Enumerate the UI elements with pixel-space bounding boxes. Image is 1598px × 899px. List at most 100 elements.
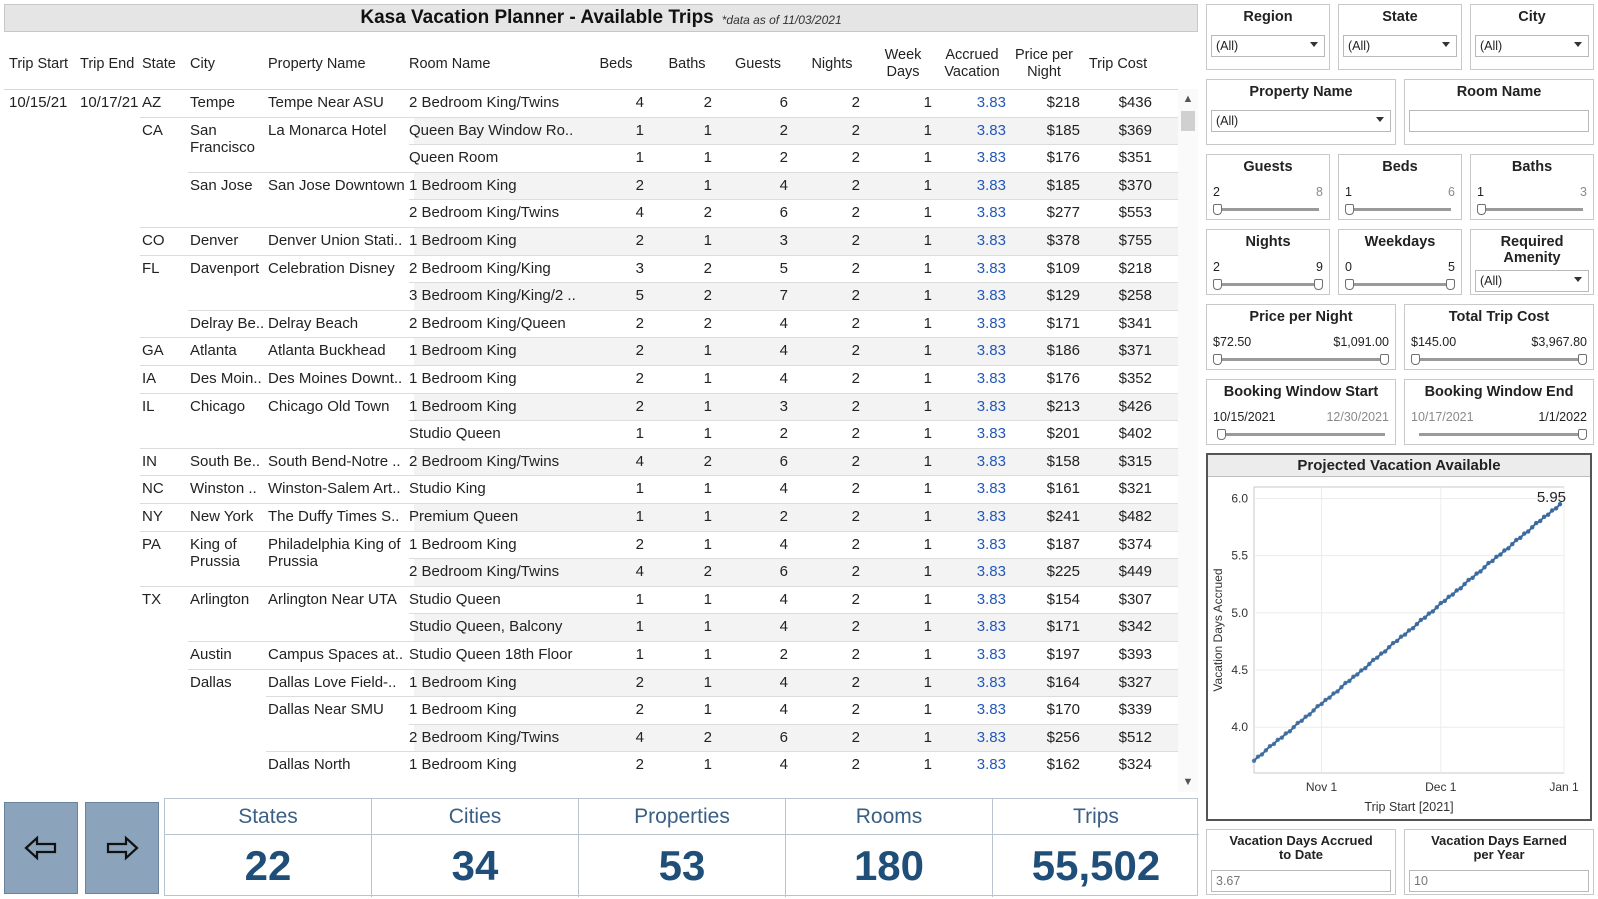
beds-slider-track[interactable] xyxy=(1349,208,1451,211)
cell-accrued[interactable]: 3.83 xyxy=(976,425,1006,443)
col-guests[interactable]: Guests xyxy=(735,55,781,72)
cell-accrued[interactable]: 3.83 xyxy=(976,204,1006,222)
nights-slider-min-handle[interactable] xyxy=(1213,279,1222,290)
city-dropdown[interactable]: (All) xyxy=(1475,35,1589,57)
table-row[interactable]: IL Chicago Chicago Old Town 1 Bedroom King 2… xyxy=(4,392,1178,421)
cell-accrued[interactable]: 3.83 xyxy=(976,259,1006,277)
table-row[interactable]: TX Arlington Arlington Near UTA Studio Quee… xyxy=(4,585,1178,614)
guests-slider-handle[interactable] xyxy=(1213,204,1222,215)
cell-accrued[interactable]: 3.83 xyxy=(976,701,1006,719)
booking-window-end-handle[interactable] xyxy=(1578,429,1587,440)
cell-accrued[interactable]: 3.83 xyxy=(976,452,1006,470)
cell-accrued[interactable]: 3.83 xyxy=(976,590,1006,608)
col-room-name[interactable]: Room Name xyxy=(409,55,491,72)
cell-accrued[interactable]: 3.83 xyxy=(976,508,1006,525)
baths-slider-track[interactable] xyxy=(1481,208,1583,211)
table-row[interactable]: NC Winston .. Winston-Salem Art.. Studio Ki… xyxy=(4,475,1178,503)
cell-accrued[interactable]: 3.83 xyxy=(976,232,1006,249)
table-row[interactable]: GA Atlanta Atlanta Buckhead 1 Bedroom King 2… xyxy=(4,337,1178,366)
weekdays-slider-max-handle[interactable] xyxy=(1446,279,1455,290)
next-page-button[interactable] xyxy=(85,802,159,894)
cell-accrued[interactable]: 3.83 xyxy=(976,342,1006,360)
required-amenity-dropdown[interactable]: (All) xyxy=(1475,270,1589,292)
cell-accrued[interactable]: 3.83 xyxy=(976,563,1006,581)
cell-accrued[interactable]: 3.83 xyxy=(976,94,1006,111)
beds-slider-handle[interactable] xyxy=(1345,204,1354,215)
col-trip-start[interactable]: Trip Start xyxy=(9,55,69,72)
cell-accrued[interactable]: 3.83 xyxy=(976,149,1006,167)
col-nights[interactable]: Nights xyxy=(811,55,853,72)
vacation-earned-input[interactable]: 10 xyxy=(1409,870,1589,892)
col-property-name[interactable]: Property Name xyxy=(268,55,366,72)
table-row[interactable]: 2 Bedroom King/Twins 4 2 6 2 1 3.83 $277 $553 xyxy=(4,199,1178,227)
cell-accrued[interactable]: 3.83 xyxy=(976,176,1006,194)
scroll-thumb[interactable] xyxy=(1181,111,1195,131)
region-dropdown[interactable]: (All) xyxy=(1211,35,1325,57)
col-accrued-vacation[interactable]: Accrued Vacation xyxy=(940,38,1004,90)
table-row[interactable]: Queen Room 1 1 2 2 1 3.83 $176 $351 xyxy=(4,144,1178,172)
table-row[interactable]: CO Denver Denver Union Stati.. 1 Bedroom Ki… xyxy=(4,227,1178,255)
cell-accrued[interactable]: 3.83 xyxy=(976,397,1006,415)
scroll-up-icon[interactable]: ▲ xyxy=(1182,93,1194,105)
vacation-accrued-input[interactable]: 3.67 xyxy=(1211,870,1391,892)
table-scrollbar[interactable]: ▲ ▼ xyxy=(1178,89,1198,792)
table-row[interactable]: PA King of Prussia Philadelphia King of Pr… xyxy=(4,530,1178,570)
total-trip-cost-slider-track[interactable] xyxy=(1415,358,1583,361)
cell-accrued[interactable]: 3.83 xyxy=(976,535,1006,553)
booking-window-start-slider-track[interactable] xyxy=(1221,433,1385,436)
baths-slider-handle[interactable] xyxy=(1477,204,1486,215)
col-baths[interactable]: Baths xyxy=(668,55,706,72)
col-beds[interactable]: Beds xyxy=(599,55,633,72)
previous-page-button[interactable] xyxy=(4,802,78,894)
col-week-days[interactable]: Week Days xyxy=(876,38,930,90)
table-row[interactable]: 3 Bedroom King/King/2 .. 5 2 7 2 1 3.83 $129 $25… xyxy=(4,282,1178,311)
table-row[interactable]: NY New York The Duffy Times S.. Premium Que… xyxy=(4,503,1178,531)
booking-window-start-handle[interactable] xyxy=(1217,429,1226,440)
table-row[interactable]: 2 Bedroom King/Twins 4 2 6 2 1 3.83 $256 $512 xyxy=(4,723,1178,752)
col-state[interactable]: State xyxy=(142,55,176,72)
table-row[interactable]: 2 Bedroom King/Twins 4 2 6 2 1 3.83 $225 $449 xyxy=(4,558,1178,587)
cell-accrued[interactable]: 3.83 xyxy=(976,370,1006,387)
table-row[interactable]: CA San Francisco La Monarca Hotel Queen Bay… xyxy=(4,116,1178,156)
cell-accrued[interactable]: 3.83 xyxy=(976,728,1006,746)
table-row[interactable]: Studio Queen 1 1 2 2 1 3.83 $201 $402 xyxy=(4,420,1178,448)
cell-accrued[interactable]: 3.83 xyxy=(976,756,1006,774)
property-name-dropdown[interactable]: (All) xyxy=(1211,110,1391,132)
table-row[interactable]: Austin Campus Spaces at.. Studio Queen 18t… xyxy=(4,641,1178,669)
table-row[interactable]: FL Davenport Celebration Disney 2 Bedroom K… xyxy=(4,254,1178,283)
col-trip-cost[interactable]: Trip Cost xyxy=(1088,55,1148,72)
cell-accrued[interactable]: 3.83 xyxy=(976,314,1006,332)
chart-plot[interactable]: 4.0 4.5 5.0 5.5 6.0 Nov 1 Dec 1 Jan 1 Trip Start… xyxy=(1208,477,1590,819)
table-row[interactable]: San Jose San Jose Downtown 1 Bedroom King 2… xyxy=(4,171,1178,200)
table-row[interactable]: Dallas Near SMU 1 Bedroom King 2 1 4 2 1 3.83 $1… xyxy=(4,696,1178,724)
price-per-night-max-handle[interactable] xyxy=(1380,354,1389,365)
room-name-input[interactable] xyxy=(1409,110,1589,132)
cell-accrued[interactable]: 3.83 xyxy=(976,646,1006,663)
nights-slider-max-handle[interactable] xyxy=(1314,279,1323,290)
table-row[interactable]: Delray Be.. Delray Beach 2 Bedroom King/Qu… xyxy=(4,309,1178,338)
weekdays-slider-min-handle[interactable] xyxy=(1345,279,1354,290)
cell-accrued[interactable]: 3.83 xyxy=(976,121,1006,139)
table-row[interactable]: 10/15/21 10/17/21 AZ Tempe Tempe Near ASU 2 B… xyxy=(4,89,1178,117)
total-trip-cost-max-handle[interactable] xyxy=(1578,354,1587,365)
cell-accrued[interactable]: 3.83 xyxy=(976,480,1006,498)
table-row[interactable]: Dallas North 1 Bedroom King 2 1 4 2 1 3.83 $162 $… xyxy=(4,751,1178,779)
col-price-per-night[interactable]: Price per Night xyxy=(1008,38,1080,90)
col-city[interactable]: City xyxy=(190,55,215,72)
table-row[interactable]: IA Des Moin.. Des Moines Downt.. 1 Bedroom … xyxy=(4,365,1178,393)
state-dropdown[interactable]: (All) xyxy=(1343,35,1457,57)
table-row[interactable]: Studio Queen, Balcony 1 1 4 2 1 3.83 $171 $342 xyxy=(4,613,1178,642)
scroll-down-icon[interactable]: ▼ xyxy=(1182,776,1194,788)
table-row[interactable]: Dallas Dallas Love Field-.. 1 Bedroom King… xyxy=(4,668,1178,697)
col-trip-end[interactable]: Trip End xyxy=(80,55,135,72)
guests-slider-track[interactable] xyxy=(1217,208,1319,211)
booking-window-end-slider-track[interactable] xyxy=(1419,433,1583,436)
total-trip-cost-min-handle[interactable] xyxy=(1411,354,1420,365)
cell-accrued[interactable]: 3.83 xyxy=(976,287,1006,305)
price-per-night-min-handle[interactable] xyxy=(1213,354,1222,365)
cell-accrued[interactable]: 3.83 xyxy=(976,673,1006,691)
weekdays-slider-track[interactable] xyxy=(1349,283,1451,286)
price-per-night-slider-track[interactable] xyxy=(1217,358,1385,361)
table-row[interactable]: IN South Be.. South Bend-Notre .. 2 Bedroom… xyxy=(4,447,1178,476)
nights-slider-track[interactable] xyxy=(1217,283,1319,286)
